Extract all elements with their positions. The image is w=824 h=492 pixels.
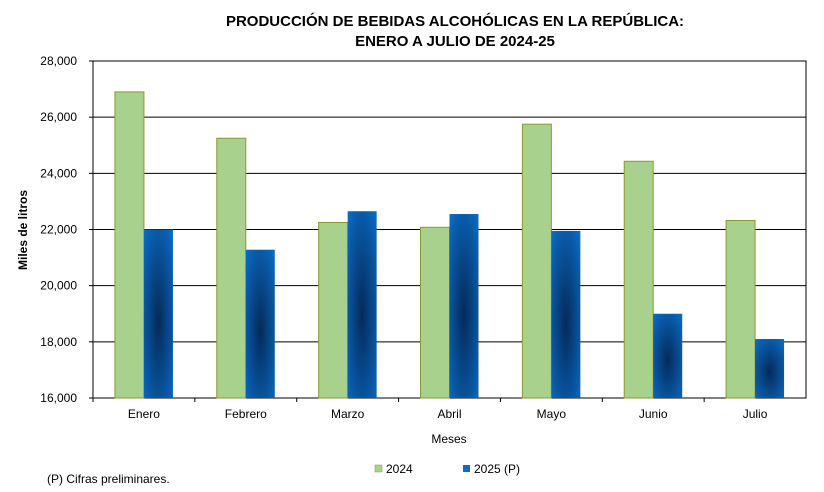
x-tick-label: Mayo — [537, 407, 567, 421]
x-tick-label: Abril — [437, 407, 461, 421]
legend-label-2025: 2025 (P) — [474, 462, 520, 476]
bar-2025-abril — [449, 214, 479, 398]
bars — [114, 91, 785, 399]
bar-2024-febrero — [216, 137, 247, 399]
bar-2024-enero — [114, 91, 145, 399]
y-tick-label: 20,000 — [40, 279, 77, 293]
bar-2025-mayo — [551, 230, 581, 398]
y-tick-label: 18,000 — [40, 335, 77, 349]
legend-swatch-2025 — [463, 465, 470, 472]
bar-2024-abril — [420, 226, 450, 399]
chart-title-line-2: ENERO A JULIO DE 2024-25 — [355, 33, 555, 50]
bar-2024-junio — [623, 160, 654, 399]
bar-2025-marzo — [347, 211, 377, 398]
chart-title-line-1: PRODUCCIÓN DE BEBIDAS ALCOHÓLICAS EN LA … — [226, 12, 684, 30]
bar-2025-enero — [143, 229, 173, 398]
legend: 2024 2025 (P) — [374, 462, 520, 476]
x-axis-ticks: Enero Febrero Marzo Abril Mayo Junio Julio — [92, 398, 768, 421]
x-tick-label: Enero — [128, 407, 160, 421]
y-tick-label: 28,000 — [40, 54, 77, 68]
x-axis-title: Meses — [431, 432, 466, 446]
legend-swatch-2024 — [374, 464, 383, 473]
x-tick-label: Julio — [743, 407, 768, 421]
y-tick-label: 16,000 — [40, 391, 77, 405]
bar-2024-julio — [725, 220, 756, 399]
y-tick-label: 22,000 — [40, 223, 77, 237]
y-tick-label: 26,000 — [40, 110, 77, 124]
x-tick-label: Febrero — [225, 407, 267, 421]
preliminary-note: (P) Cifras preliminares. — [47, 472, 170, 486]
y-axis-title: Miles de litros — [16, 190, 30, 270]
bar-2025-julio — [755, 339, 785, 398]
bar-2025-febrero — [245, 249, 275, 398]
y-axis-ticks: 16,000 18,000 20,000 22,000 24,000 26,000 28,0… — [40, 54, 93, 405]
x-tick-label: Marzo — [331, 407, 365, 421]
bar-2024-mayo — [521, 123, 552, 399]
bar-2025-junio — [653, 313, 683, 398]
legend-label-2024: 2024 — [386, 462, 413, 476]
bar-2024-marzo — [318, 221, 349, 399]
y-tick-label: 24,000 — [40, 166, 77, 180]
x-tick-label: Junio — [639, 407, 668, 421]
